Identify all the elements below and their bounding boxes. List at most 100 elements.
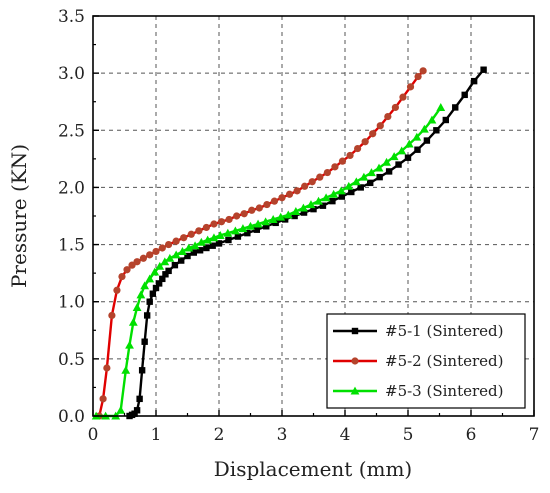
data-point [187,230,195,238]
data-point [268,215,278,223]
data-point [276,212,286,221]
data-point [162,271,169,278]
data-point [146,298,153,305]
data-point [321,193,331,202]
data-point [133,258,141,266]
legend-marker [351,357,359,365]
data-point [209,233,219,242]
data-point [172,237,180,245]
data-point [233,212,241,220]
data-point [374,163,384,172]
data-point [139,254,147,262]
data-point [306,200,316,209]
data-point [248,206,256,214]
data-point [452,104,459,111]
legend-label: #5-2 (Sintered) [385,352,503,370]
data-point [348,188,355,196]
series-layer [91,66,487,420]
grid [93,16,534,416]
data-point [359,172,369,181]
data-point [263,223,270,230]
data-point [138,367,146,374]
data-point [203,244,210,252]
data-point [225,236,232,244]
data-point [316,173,324,181]
data-point [140,281,150,290]
data-point [150,267,160,276]
data-point [160,257,170,266]
data-point [346,151,354,160]
data-point [253,219,263,228]
x-tick-label: 5 [403,425,414,445]
data-point [278,194,286,202]
data-point [414,146,421,153]
x-tick-label: 1 [151,425,162,445]
data-point [196,237,206,246]
data-point [367,179,374,187]
y-tick-label: 2.5 [58,121,85,141]
data-point [308,178,316,186]
data-point [131,410,138,417]
data-point [419,124,429,133]
legend-entry: #5-1 (Sintered) [333,322,503,340]
data-point [210,220,218,228]
y-tick-label: 2.0 [58,178,85,198]
data-point [406,83,415,91]
data-point [128,317,138,326]
data-point [351,177,361,186]
data-point [261,217,271,226]
data-point [419,67,427,75]
data-point [165,240,173,249]
data-point [344,181,354,190]
data-point [234,233,242,240]
data-point [314,196,323,205]
y-tick-label: 1.5 [58,236,85,256]
x-tick-label: 6 [466,425,477,445]
data-point [433,127,440,134]
data-point [382,157,391,166]
x-tick-label: 4 [340,425,351,445]
data-point [118,272,126,281]
data-point [121,365,131,374]
data-point [215,231,225,239]
data-point [230,226,240,235]
series-1 [126,66,487,420]
data-point [336,186,346,195]
data-point [442,116,449,124]
data-point [399,93,407,101]
data-point [376,173,383,181]
data-point [184,252,191,260]
data-point [141,338,148,345]
data-point [299,203,308,212]
data-point [202,223,210,232]
legend-marker [350,386,360,395]
y-tick-label: 1.0 [58,293,85,313]
data-point [423,137,431,144]
data-point [113,286,121,294]
data-point [283,210,293,219]
y-tick-label: 0.0 [58,407,85,427]
legend-label: #5-1 (Sintered) [385,322,503,340]
data-point [329,189,339,198]
data-point [195,227,203,235]
data-point [99,395,107,403]
data-point [217,218,226,226]
data-point [263,200,271,209]
data-point [412,132,422,141]
y-axis-title: Pressure (KN) [7,144,31,288]
data-point [133,407,141,414]
legend-entry: #5-2 (Sintered) [333,352,503,370]
data-point [376,122,384,130]
data-point [116,405,126,414]
y-tick-label: 3.5 [58,7,85,27]
data-point [404,139,414,148]
series-2 [95,67,427,420]
data-point [125,340,134,349]
data-point [178,247,187,255]
data-point [369,130,377,138]
data-point [404,154,412,161]
data-point [209,242,216,249]
data-point [146,251,154,259]
data-point [159,275,166,283]
